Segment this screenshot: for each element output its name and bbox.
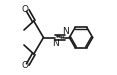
Text: O: O [22,5,29,14]
Text: N: N [62,27,69,36]
Text: N: N [52,39,58,48]
Text: O: O [22,61,29,70]
